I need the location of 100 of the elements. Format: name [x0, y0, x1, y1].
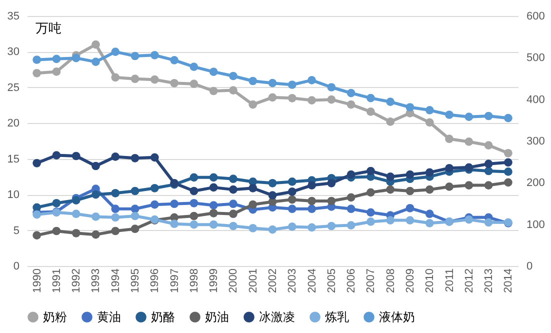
point: [406, 103, 414, 112]
point: [92, 58, 100, 66]
x-tick-label: 1999: [208, 268, 220, 293]
y-tick-label: 5: [13, 224, 20, 237]
point: [111, 204, 120, 214]
point: [248, 100, 258, 109]
point: [445, 134, 454, 144]
point: [130, 204, 140, 214]
point: [229, 185, 238, 194]
point: [209, 201, 218, 210]
point: [464, 138, 474, 146]
point: [229, 222, 238, 230]
point: [464, 112, 474, 122]
y2-tick-label: 300: [526, 136, 545, 148]
point: [308, 204, 316, 214]
point: [92, 212, 100, 221]
point: [504, 148, 512, 158]
x-tick-label: 2005: [326, 268, 338, 293]
point: [190, 62, 198, 72]
point: [425, 106, 434, 114]
point: [52, 198, 61, 208]
x-tick-label: 2008: [384, 268, 397, 293]
point: [72, 210, 80, 218]
point: [425, 168, 434, 177]
point: [248, 224, 258, 232]
legend-label: 奶酪: [151, 310, 175, 324]
legend-label: 冰激凌: [259, 310, 295, 324]
point: [386, 118, 395, 126]
point: [346, 193, 356, 202]
point: [327, 222, 336, 230]
point: [425, 118, 434, 127]
y2-tick-label: 100: [526, 218, 545, 231]
point: [150, 153, 159, 162]
point: [52, 54, 61, 64]
point: [32, 231, 42, 240]
y-tick-label: 15: [7, 153, 20, 166]
y-tick-label: 20: [7, 118, 20, 130]
point: [288, 195, 296, 204]
y-tick-label: 0: [13, 260, 20, 272]
point: [346, 204, 356, 214]
legend-label: 奶油: [205, 310, 229, 324]
point: [308, 223, 316, 232]
point: [484, 181, 493, 190]
x-tick-label: 1993: [90, 268, 102, 293]
point: [209, 220, 218, 229]
point: [209, 68, 218, 76]
x-tick-label: 2007: [365, 268, 378, 293]
x-tick-label: 2000: [228, 268, 240, 293]
point: [464, 181, 474, 190]
point: [52, 68, 61, 76]
legend-label: 奶粉: [43, 310, 67, 324]
legend-label: 液体奶: [379, 310, 415, 324]
point: [229, 200, 238, 208]
point: [425, 185, 434, 194]
point: [190, 186, 198, 196]
point: [72, 152, 80, 160]
point: [92, 190, 100, 199]
point: [190, 80, 198, 88]
point: [327, 83, 336, 92]
x-tick-label: 2009: [404, 268, 416, 293]
point: [229, 174, 238, 184]
point: [111, 152, 120, 161]
point: [308, 76, 316, 84]
point: [111, 188, 120, 198]
point: [386, 98, 395, 106]
point: [327, 178, 336, 188]
x-tick-label: 2012: [463, 268, 476, 293]
y2-tick-label: 200: [526, 177, 545, 190]
point: [327, 95, 336, 104]
point: [386, 185, 395, 194]
point: [92, 162, 100, 170]
point: [445, 164, 454, 172]
point: [504, 114, 512, 122]
point: [170, 56, 178, 64]
y2-tick-label: 0: [526, 260, 533, 272]
y-tick-label: 35: [7, 10, 20, 22]
x-tick-label: 2013: [483, 268, 496, 293]
point: [209, 183, 218, 192]
x-tick-label: 2002: [267, 268, 279, 293]
x-tick-label: 2006: [346, 268, 358, 293]
point: [130, 52, 140, 60]
point: [170, 220, 178, 228]
point: [504, 178, 512, 187]
x-tick-label: 2001: [247, 268, 260, 293]
x-tick-label: 2004: [306, 268, 318, 293]
point: [346, 100, 356, 109]
point: [170, 78, 178, 88]
point: [52, 226, 61, 236]
point: [425, 218, 434, 228]
point: [366, 94, 375, 102]
x-tick-label: 1992: [70, 268, 83, 293]
point: [248, 200, 258, 209]
point: [32, 56, 42, 64]
point: [504, 158, 512, 167]
point: [190, 198, 198, 208]
point: [130, 186, 140, 196]
point: [32, 68, 42, 78]
x-tick-label: 1994: [110, 268, 122, 293]
point: [346, 88, 356, 98]
point: [229, 86, 238, 94]
